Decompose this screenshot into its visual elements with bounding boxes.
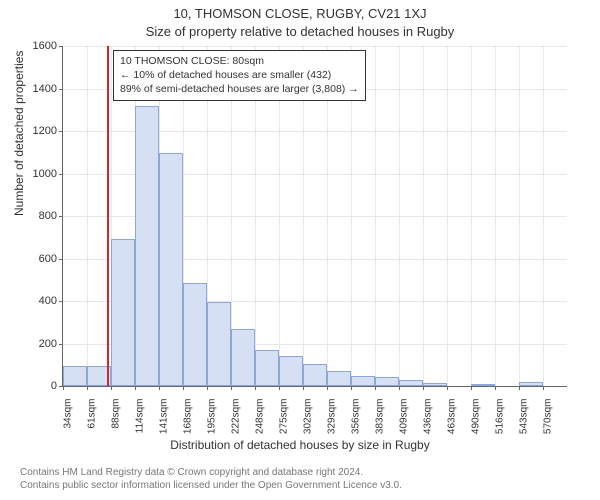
histogram-bar <box>303 364 327 386</box>
x-tick-mark <box>231 386 232 390</box>
x-tick-label: 490sqm <box>469 399 482 435</box>
x-tick-label: 543sqm <box>517 399 530 435</box>
annotation-box: 10 THOMSON CLOSE: 80sqm← 10% of detached… <box>113 50 366 101</box>
annotation-line: 10 THOMSON CLOSE: 80sqm <box>120 54 359 68</box>
x-tick-label: 516sqm <box>493 399 506 435</box>
y-axis-label: Number of detached properties <box>12 51 26 216</box>
gridline-vertical <box>399 46 400 386</box>
histogram-bar <box>519 382 543 386</box>
x-tick-mark <box>111 386 112 390</box>
x-tick-label: 114sqm <box>133 399 146 434</box>
y-tick-label: 1400 <box>33 83 63 95</box>
y-tick-label: 400 <box>39 295 63 307</box>
histogram-bar <box>279 356 303 386</box>
x-tick-mark <box>519 386 520 390</box>
footer-line-2: Contains public sector information licen… <box>20 480 402 493</box>
histogram-bar <box>471 384 495 386</box>
x-tick-mark <box>63 386 64 390</box>
y-tick-label: 1200 <box>33 125 63 137</box>
histogram-bar <box>231 329 255 386</box>
histogram-bar <box>423 383 447 386</box>
x-tick-mark <box>183 386 184 390</box>
x-tick-mark <box>423 386 424 390</box>
x-tick-label: 383sqm <box>373 399 386 435</box>
gridline-vertical <box>447 46 448 386</box>
x-tick-label: 248sqm <box>253 399 266 435</box>
footer-line-1: Contains HM Land Registry data © Crown c… <box>20 467 402 480</box>
histogram-bar <box>63 366 87 386</box>
gridline-vertical <box>87 46 88 386</box>
x-tick-label: 141sqm <box>157 399 170 435</box>
x-tick-label: 463sqm <box>445 399 458 435</box>
x-tick-label: 329sqm <box>325 399 338 435</box>
x-tick-label: 302sqm <box>301 399 314 435</box>
x-tick-mark <box>471 386 472 390</box>
x-tick-label: 436sqm <box>421 399 434 435</box>
histogram-bar <box>351 376 375 386</box>
histogram-bar <box>207 302 231 386</box>
x-tick-label: 356sqm <box>349 399 362 435</box>
x-tick-mark <box>159 386 160 390</box>
x-tick-mark <box>135 386 136 390</box>
x-tick-mark <box>399 386 400 390</box>
y-tick-label: 600 <box>39 253 63 265</box>
footer-attribution: Contains HM Land Registry data © Crown c… <box>20 467 402 492</box>
histogram-bar <box>399 380 423 386</box>
x-tick-label: 88sqm <box>109 399 122 429</box>
annotation-line: 89% of semi-detached houses are larger (… <box>120 82 359 96</box>
x-tick-mark <box>447 386 448 390</box>
y-tick-label: 200 <box>39 338 63 350</box>
x-tick-mark <box>303 386 304 390</box>
histogram-bar <box>111 239 135 386</box>
plot-area: 0200400600800100012001400160034sqm61sqm8… <box>62 46 567 387</box>
annotation-line: ← 10% of detached houses are smaller (43… <box>120 68 359 82</box>
x-tick-label: 61sqm <box>85 399 98 429</box>
title-main: 10, THOMSON CLOSE, RUGBY, CV21 1XJ <box>0 6 600 21</box>
x-tick-mark <box>375 386 376 390</box>
x-tick-mark <box>351 386 352 390</box>
x-tick-mark <box>87 386 88 390</box>
x-tick-label: 409sqm <box>397 399 410 435</box>
x-tick-label: 195sqm <box>205 399 218 435</box>
x-tick-mark <box>207 386 208 390</box>
y-tick-label: 800 <box>39 210 63 222</box>
x-tick-mark <box>255 386 256 390</box>
x-tick-label: 570sqm <box>541 399 554 435</box>
histogram-bar <box>327 371 351 386</box>
histogram-bar <box>255 350 279 386</box>
x-tick-mark <box>543 386 544 390</box>
gridline-vertical <box>519 46 520 386</box>
gridline-vertical <box>423 46 424 386</box>
y-tick-label: 0 <box>51 380 63 392</box>
histogram-bar <box>375 377 399 386</box>
x-tick-mark <box>495 386 496 390</box>
gridline-horizontal <box>63 46 567 47</box>
gridline-vertical <box>543 46 544 386</box>
y-tick-label: 1000 <box>33 168 63 180</box>
x-tick-label: 222sqm <box>229 399 242 435</box>
reference-line <box>107 46 109 386</box>
histogram-bar <box>135 106 159 387</box>
gridline-vertical <box>471 46 472 386</box>
gridline-vertical <box>495 46 496 386</box>
x-tick-label: 275sqm <box>277 399 290 435</box>
title-sub: Size of property relative to detached ho… <box>0 24 600 39</box>
chart-container: 10, THOMSON CLOSE, RUGBY, CV21 1XJ Size … <box>0 0 600 500</box>
x-axis-label: Distribution of detached houses by size … <box>0 438 600 452</box>
histogram-bar <box>183 283 207 386</box>
x-tick-label: 34sqm <box>61 399 74 429</box>
x-tick-mark <box>279 386 280 390</box>
histogram-bar <box>159 153 183 386</box>
x-tick-mark <box>327 386 328 390</box>
y-tick-label: 1600 <box>33 40 63 52</box>
x-tick-label: 168sqm <box>181 399 194 435</box>
gridline-vertical <box>375 46 376 386</box>
